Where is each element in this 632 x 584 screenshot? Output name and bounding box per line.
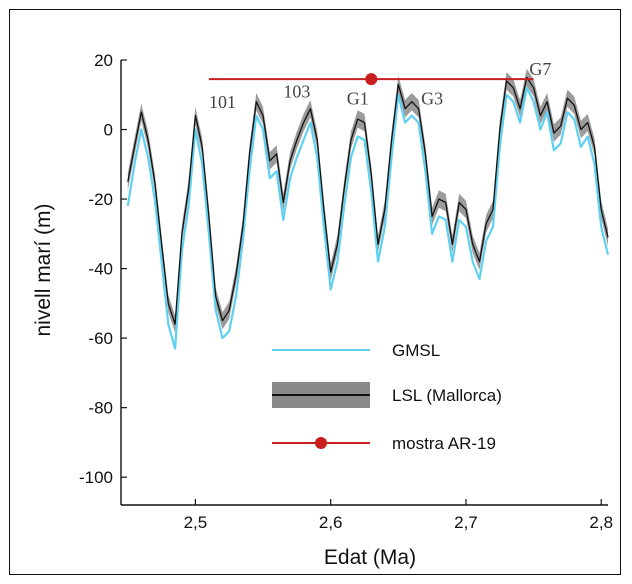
x-tick-label: 2,8: [589, 513, 613, 532]
event-annotation: 101: [209, 92, 236, 112]
legend-lsl-label: LSL (Mallorca): [392, 386, 502, 405]
legend: GMSL LSL (Mallorca) mostra AR-19: [272, 341, 502, 453]
legend-gmsl-label: GMSL: [392, 341, 440, 360]
event-annotation: G3: [421, 89, 443, 109]
y-tick-label: -100: [79, 468, 113, 487]
gmsl-line: [126, 86, 610, 350]
y-tick-label: -20: [88, 190, 113, 209]
annotations-layer: 101 103 G1 G3 G7: [209, 59, 551, 112]
legend-sample-label: mostra AR-19: [392, 434, 496, 453]
y-tick-label: 20: [94, 51, 113, 70]
y-tick-label: -60: [88, 329, 113, 348]
x-tick-label: 2,6: [319, 513, 343, 532]
event-annotation: 103: [283, 82, 310, 102]
event-annotation: G7: [529, 59, 551, 79]
legend-sample-point: [315, 437, 327, 449]
axes-layer: 20 0 -20 -40 -60 -80 -100 2,5 2,6 2,7 2,8: [79, 51, 613, 532]
y-tick-label: -80: [88, 399, 113, 418]
event-annotation: G1: [347, 89, 369, 109]
sample-range-layer: [208, 73, 534, 86]
y-tick-label: 0: [104, 121, 113, 140]
y-axis-label: nivell marí (m): [32, 203, 55, 336]
x-axis-label: Edat (Ma): [324, 546, 416, 569]
y-tick-label: -40: [88, 260, 113, 279]
x-tick-label: 2,7: [454, 513, 478, 532]
sample-point: [365, 73, 378, 86]
x-tick-label: 2,5: [184, 513, 208, 532]
series-layer: [126, 76, 610, 350]
